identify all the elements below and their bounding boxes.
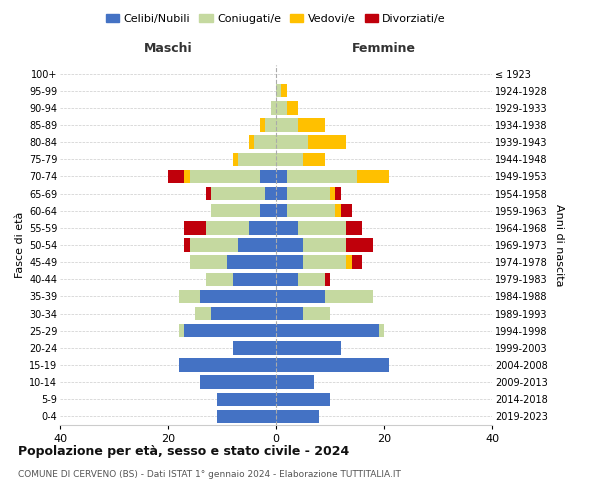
Bar	[281, 84, 287, 98]
Bar	[184, 324, 276, 338]
Bar	[184, 221, 206, 234]
Bar	[206, 187, 211, 200]
Bar	[276, 272, 298, 286]
Text: COMUNE DI CERVENO (BS) - Dati ISTAT 1° gennaio 2024 - Elaborazione TUTTITALIA.IT: COMUNE DI CERVENO (BS) - Dati ISTAT 1° g…	[18, 470, 401, 479]
Bar	[260, 118, 265, 132]
Bar	[287, 187, 330, 200]
Bar	[190, 238, 238, 252]
Bar	[346, 238, 373, 252]
Bar	[276, 187, 287, 200]
Bar	[265, 118, 276, 132]
Bar	[303, 238, 346, 252]
Bar	[260, 170, 276, 183]
Bar	[276, 101, 287, 114]
Bar	[325, 272, 330, 286]
Bar	[211, 307, 276, 320]
Bar	[211, 187, 265, 200]
Bar	[179, 290, 200, 303]
Bar	[276, 118, 298, 132]
Bar	[308, 136, 346, 149]
Text: Femmine: Femmine	[352, 42, 416, 55]
Bar	[276, 221, 298, 234]
Bar	[217, 410, 276, 423]
Bar	[287, 204, 335, 218]
Bar	[179, 324, 184, 338]
Bar	[211, 204, 260, 218]
Y-axis label: Anni di nascita: Anni di nascita	[554, 204, 565, 286]
Bar	[298, 221, 346, 234]
Bar	[276, 392, 330, 406]
Bar	[335, 204, 341, 218]
Bar	[265, 187, 276, 200]
Bar	[195, 307, 211, 320]
Bar	[217, 392, 276, 406]
Bar	[335, 187, 341, 200]
Legend: Celibi/Nubili, Coniugati/e, Vedovi/e, Divorziati/e: Celibi/Nubili, Coniugati/e, Vedovi/e, Di…	[101, 10, 451, 28]
Bar	[184, 238, 190, 252]
Bar	[276, 341, 341, 354]
Bar	[206, 272, 233, 286]
Bar	[238, 238, 276, 252]
Bar	[276, 170, 287, 183]
Bar	[233, 341, 276, 354]
Bar	[168, 170, 184, 183]
Bar	[341, 204, 352, 218]
Bar	[276, 256, 303, 269]
Bar	[179, 358, 276, 372]
Bar	[260, 204, 276, 218]
Bar	[200, 376, 276, 389]
Bar	[249, 136, 254, 149]
Text: Popolazione per età, sesso e stato civile - 2024: Popolazione per età, sesso e stato civil…	[18, 445, 349, 458]
Bar	[200, 290, 276, 303]
Bar	[303, 152, 325, 166]
Bar	[330, 187, 335, 200]
Bar	[303, 256, 346, 269]
Bar	[276, 238, 303, 252]
Bar	[190, 256, 227, 269]
Bar	[184, 170, 190, 183]
Bar	[303, 307, 330, 320]
Bar	[276, 152, 303, 166]
Bar	[352, 256, 362, 269]
Bar	[379, 324, 384, 338]
Bar	[276, 376, 314, 389]
Bar	[233, 272, 276, 286]
Bar	[206, 221, 249, 234]
Bar	[190, 170, 260, 183]
Bar	[276, 84, 281, 98]
Bar	[287, 170, 357, 183]
Bar	[346, 256, 352, 269]
Bar	[238, 152, 276, 166]
Bar	[276, 358, 389, 372]
Bar	[298, 272, 325, 286]
Text: Maschi: Maschi	[143, 42, 193, 55]
Bar	[276, 324, 379, 338]
Y-axis label: Fasce di età: Fasce di età	[14, 212, 25, 278]
Bar	[227, 256, 276, 269]
Bar	[254, 136, 276, 149]
Bar	[276, 204, 287, 218]
Bar	[271, 101, 276, 114]
Bar	[276, 136, 308, 149]
Bar	[276, 410, 319, 423]
Bar	[233, 152, 238, 166]
Bar	[346, 221, 362, 234]
Bar	[276, 290, 325, 303]
Bar	[276, 307, 303, 320]
Bar	[287, 101, 298, 114]
Bar	[249, 221, 276, 234]
Bar	[325, 290, 373, 303]
Bar	[298, 118, 325, 132]
Bar	[357, 170, 389, 183]
